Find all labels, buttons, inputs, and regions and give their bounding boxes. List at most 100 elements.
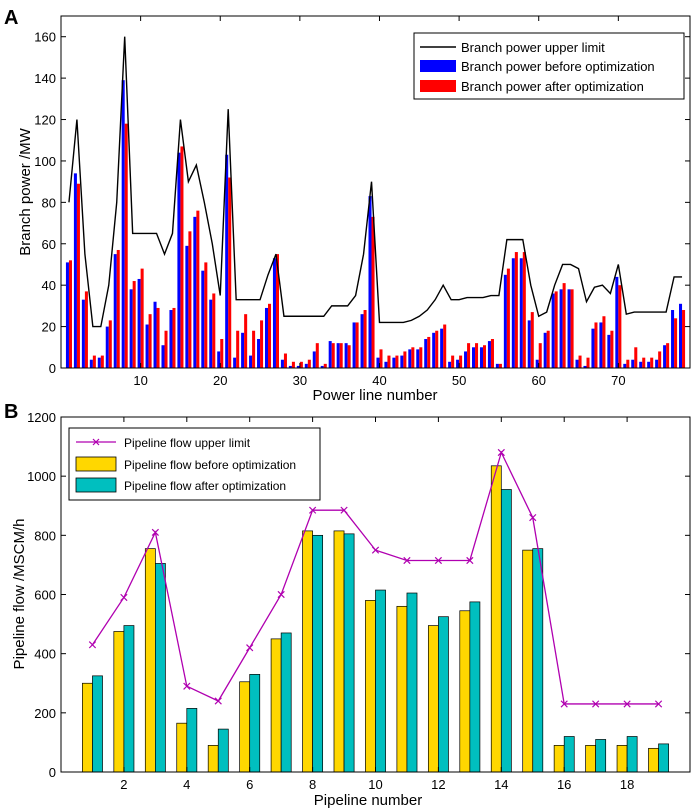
panel-a-bar-before (328, 341, 332, 368)
panel-b-upper-limit-marker (529, 513, 537, 522)
panel-a-bar-after (594, 322, 598, 368)
panel-b-bar-after (563, 736, 575, 773)
panel-a-bar-after (650, 357, 654, 368)
panel-a-bar-before (511, 258, 515, 368)
panel-a-bar-after (339, 343, 343, 368)
panel-b-bar-after (375, 589, 386, 773)
panel-a-bar-before (161, 345, 165, 368)
panel-b-ytick-label: 1000 (27, 469, 56, 484)
panel-b-bar-before (553, 745, 565, 773)
panel-a-bar-before (392, 357, 396, 368)
panel-a-bar-before (296, 365, 300, 368)
panel-a-ytick-label: 0 (49, 361, 56, 376)
panel-a-bar-after (642, 357, 646, 368)
panel-a-bar-after (116, 249, 120, 368)
panel-a-bar-before (376, 357, 380, 368)
panel-a-bar-before (639, 361, 643, 368)
panel-a-legend-label-after: Branch power after optimization (461, 79, 644, 94)
panel-a-bar-before (567, 289, 571, 368)
panel-b-upper-limit-marker (340, 506, 348, 514)
panel-a-bar-before (336, 343, 340, 368)
panel-a-ytick-label: 80 (42, 195, 56, 210)
panel-a-bar-before (137, 278, 141, 368)
panel-a-bar-before (320, 365, 324, 368)
panel-a-bar-before (89, 359, 93, 368)
panel-b-upper-limit-marker (214, 697, 222, 705)
panel-b-ytick-label: 0 (49, 765, 56, 780)
panel-a-bar-before (543, 332, 547, 368)
panel-a-bar-after (228, 177, 232, 368)
panel-b-bar-after (626, 736, 638, 773)
panel-a-bar-after (610, 330, 614, 368)
panel-a-bar-after (395, 355, 399, 368)
panel-b-bar-after (280, 632, 292, 773)
panel-b-upper-limit-marker (466, 556, 474, 565)
panel-b-bar-before (365, 600, 376, 773)
panel-b-upper-limit-marker (403, 556, 411, 565)
panel-a-bar-before (559, 289, 563, 368)
panel-a-bar-before (432, 332, 436, 368)
panel-b-xtick-label: 2 (120, 777, 127, 792)
panel-b-ylabel: Pipeline flow /MSCM/h (11, 519, 28, 670)
panel-a-bar-before (623, 363, 627, 368)
panel-a-bar-after (419, 347, 423, 368)
panel-b-bar-before (207, 745, 219, 773)
panel-a-bar-after (403, 351, 407, 368)
panel-b-upper-limit-marker (654, 700, 663, 708)
panel-a-bar-before (185, 245, 189, 368)
panel-a-bar-after (172, 307, 176, 368)
panel-a-legend-label-limit: Branch power upper limit (461, 40, 605, 55)
panel-a-bar-after (379, 349, 383, 368)
panel-b-bar-before (239, 681, 251, 773)
panel-a-bar-after (347, 345, 351, 368)
panel-b-bar-after (532, 548, 544, 773)
panel-a-bar-before (400, 355, 404, 368)
panel-a-bar-before (304, 363, 308, 368)
panel-b-xtick-label: 12 (431, 777, 445, 792)
panel-a-bar-before (193, 216, 197, 368)
panel-a-bar-before (249, 355, 253, 368)
panel-b: B 0 200 400 600 800 1000 1200 2 4 6 8 10 12 14 16 18 Pi… (4, 401, 691, 809)
panel-a-bar-before (360, 314, 364, 368)
panel-b-bar-after (438, 616, 449, 773)
panel-a-bar-after (188, 231, 192, 368)
panel-a-bar-after (427, 336, 431, 368)
panel-a-bar-after (498, 363, 502, 368)
panel-a-bar-after (618, 285, 622, 368)
panel-b-upper-limit-marker (592, 700, 600, 708)
panel-b-bar-before (82, 682, 93, 773)
panel-a-bar-after (291, 361, 295, 368)
panel-a-bar-before (129, 289, 133, 368)
panel-a-axes: 0 20 40 60 80 100 120 140 160 10 20 30 40 50 60 70 (34, 15, 691, 388)
panel-b-bar-before (144, 548, 156, 773)
panel-b-bar-after (217, 728, 229, 773)
panel-a-ytick-label: 20 (42, 320, 56, 335)
panel-a-bar-after (451, 355, 455, 368)
panel-a-bar-after (682, 310, 686, 368)
panel-a-bar-after (435, 330, 439, 368)
panel-b-bar-before (333, 530, 345, 773)
panel-b-upper-limit-marker (277, 590, 285, 599)
panel-b-xtick-label: 18 (620, 777, 634, 792)
panel-a-bar-before (264, 307, 269, 368)
panel-a-bar-after (578, 355, 582, 368)
panel-a-ytick-label: 40 (42, 278, 56, 293)
panel-a-xtick-label: 20 (213, 373, 227, 388)
panel-b-bar-after (500, 489, 512, 773)
panel-a-bar-after (530, 312, 534, 368)
panel-a-xtick-label: 10 (133, 373, 147, 388)
panel-a-bar-after (459, 355, 463, 368)
panel-a-bar-before (105, 326, 109, 368)
panel-a-xtick-label: 30 (293, 373, 307, 388)
panel-b-bar-after (92, 675, 103, 773)
panel-a-label: A (4, 7, 18, 29)
panel-a-xtick-label: 50 (452, 373, 466, 388)
panel-a-bar-after (514, 252, 518, 368)
panel-a-legend-swatch-after (420, 80, 456, 92)
panel-a-bar-after (212, 293, 216, 368)
panel-a-bar-after (522, 252, 526, 368)
panel-b-bar-before (490, 465, 502, 773)
panel-a-ytick-label: 120 (34, 113, 56, 128)
panel-a-bar-before (599, 322, 603, 368)
panel-b-ytick-label: 200 (34, 706, 56, 721)
